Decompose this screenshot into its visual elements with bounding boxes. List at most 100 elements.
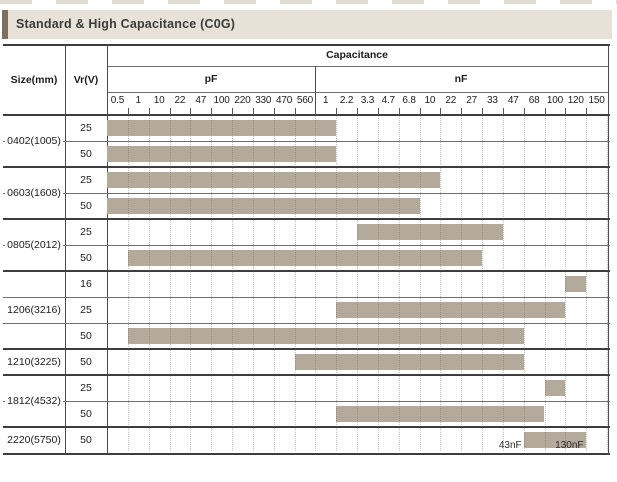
size-label: 2220(5750) xyxy=(5,433,63,447)
tick-label: 100 xyxy=(546,95,563,106)
capacitance-range-bar xyxy=(357,224,503,240)
grid-line xyxy=(149,115,150,451)
scale-divider xyxy=(107,92,609,93)
tick-mark xyxy=(461,108,462,115)
tick-mark xyxy=(399,108,400,115)
page-title: Standard & High Capacitance (C0G) xyxy=(16,17,236,31)
voltage-cell: 16 xyxy=(80,278,92,290)
voltage-cell: 50 xyxy=(80,252,92,264)
tick-mark xyxy=(482,108,483,115)
tick-mark xyxy=(170,108,171,115)
tick-label: 47 xyxy=(195,95,207,106)
nf-scale-header: nF xyxy=(454,73,468,85)
grid-line xyxy=(253,115,254,451)
capacitance-range-bar xyxy=(294,354,524,370)
grid-line xyxy=(545,115,546,451)
grid-line xyxy=(190,115,191,451)
tick-label: 6.8 xyxy=(402,95,416,106)
tick-label: 560 xyxy=(296,95,313,106)
grid-line xyxy=(295,115,296,451)
tick-label: 27 xyxy=(466,95,477,106)
tick-mark xyxy=(295,108,296,115)
capacitance-range-bar xyxy=(127,328,524,344)
voltage-cell: 50 xyxy=(80,356,92,368)
tick-mark xyxy=(503,108,504,115)
capacitance-range-bar xyxy=(107,146,337,162)
tick-label: 33 xyxy=(487,95,498,106)
size-label: 0805(2012) xyxy=(5,238,63,252)
size-group-cell: 0402(1005) xyxy=(3,115,65,167)
capacitance-range-bar xyxy=(544,380,566,396)
grid-line xyxy=(440,115,441,451)
group-separator xyxy=(3,218,610,220)
tick-mark xyxy=(232,108,233,115)
group-separator xyxy=(3,374,610,376)
voltage-cell: 50 xyxy=(80,408,92,420)
table-right-border xyxy=(608,44,609,455)
tick-label: 150 xyxy=(588,95,605,106)
grid-line xyxy=(336,115,337,451)
size-group-cell: 0805(2012) xyxy=(3,219,65,271)
voltage-column-header: Vr(V) xyxy=(73,73,99,86)
tick-mark xyxy=(524,108,525,115)
tick-label: 4.7 xyxy=(381,95,396,106)
size-label: 0603(1608) xyxy=(5,186,63,200)
size-label: 0402(1005) xyxy=(5,134,63,148)
tick-mark xyxy=(378,108,379,115)
size-group-cell: 1210(3225) xyxy=(3,349,65,375)
table-bottom-border xyxy=(3,453,610,455)
size-group-cell: 1206(3216) xyxy=(3,271,65,349)
voltage-chart-divider xyxy=(107,44,108,455)
table-top-border xyxy=(3,44,610,46)
tick-mark xyxy=(565,108,566,115)
capacitance-range-bar xyxy=(336,406,545,422)
row-separator xyxy=(3,193,610,194)
grid-line xyxy=(357,115,358,451)
tick-label: 22 xyxy=(174,95,186,106)
tick-mark xyxy=(315,108,316,115)
tick-label: 47 xyxy=(507,95,519,106)
voltage-cell: 50 xyxy=(80,434,92,446)
row-separator xyxy=(3,141,610,142)
bar-annotation: 43nF xyxy=(498,440,522,451)
title-accent-bar xyxy=(2,10,8,39)
grid-line xyxy=(170,115,171,451)
capacitance-range-bar xyxy=(127,250,482,266)
voltage-cell: 25 xyxy=(80,174,92,186)
voltage-cell: 25 xyxy=(80,304,92,316)
row-separator xyxy=(3,401,610,402)
capacitance-range-bar xyxy=(107,172,441,188)
header-divider xyxy=(107,66,609,67)
header-bottom-border xyxy=(3,114,610,116)
grid-line xyxy=(586,115,587,451)
size-voltage-divider xyxy=(65,44,66,455)
pf-scale-header: pF xyxy=(204,73,218,85)
size-column-header: Size(mm) xyxy=(10,73,58,86)
grid-line xyxy=(503,115,504,451)
voltage-cell: 50 xyxy=(80,200,92,212)
size-group-cell: 0603(1608) xyxy=(3,167,65,219)
tick-label: 10 xyxy=(424,95,436,106)
capacitance-header: Capacitance xyxy=(326,49,388,61)
grid-line xyxy=(565,115,566,451)
tick-label: 330 xyxy=(255,95,272,106)
grid-line xyxy=(211,115,212,451)
group-separator xyxy=(3,426,610,428)
tick-mark xyxy=(336,108,337,115)
tick-label: 1 xyxy=(135,95,142,106)
title-bar: Standard & High Capacitance (C0G) xyxy=(2,10,612,39)
tick-label: 120 xyxy=(567,95,584,106)
grid-line xyxy=(607,115,608,451)
pf-nf-divider xyxy=(315,66,316,115)
row-separator xyxy=(3,323,610,324)
tick-mark xyxy=(420,108,421,115)
size-group-cell: 1812(4532) xyxy=(3,375,65,427)
tick-mark xyxy=(190,108,191,115)
tick-mark xyxy=(545,108,546,115)
tick-label: 220 xyxy=(234,95,251,106)
group-separator xyxy=(3,166,610,168)
grid-line xyxy=(315,115,316,451)
capacitance-range-bar xyxy=(336,302,566,318)
tick-mark xyxy=(253,108,254,115)
capacitance-range-bar xyxy=(565,276,587,292)
